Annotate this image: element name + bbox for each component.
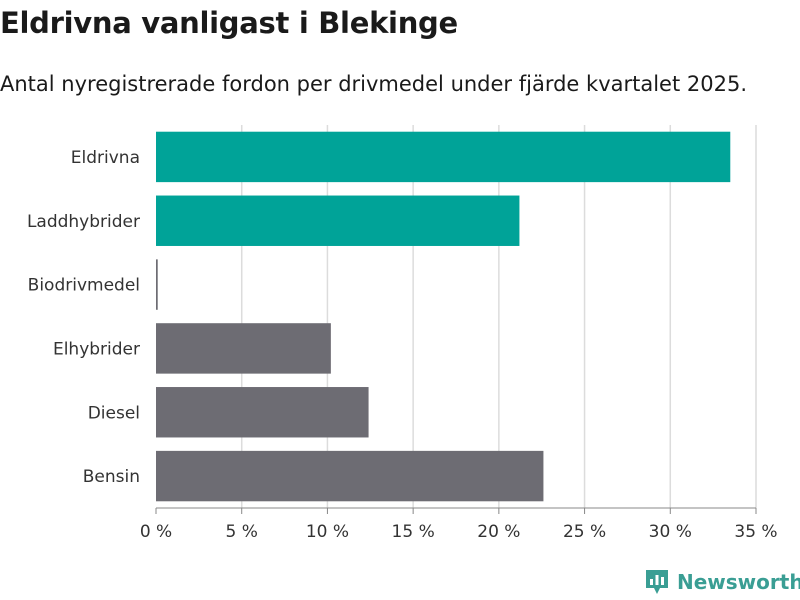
bar-eldrivna (156, 131, 731, 183)
x-tick-label: 30 % (649, 522, 692, 542)
brand-name: Newsworthy (677, 570, 800, 594)
x-tick-label: 35 % (734, 522, 777, 542)
category-label: Laddhybrider (27, 212, 140, 232)
bar-bensin (156, 450, 544, 502)
category-label: Bensin (83, 467, 140, 487)
bar-laddhybrider (156, 195, 520, 246)
x-tick-label: 15 % (392, 522, 435, 542)
chart-subtitle: Antal nyregistrerade fordon per drivmede… (0, 72, 748, 96)
category-label: Elhybrider (53, 339, 140, 359)
chart-title: Eldrivna vanligast i Blekinge (0, 6, 458, 40)
category-label: Biodrivmedel (28, 276, 140, 296)
bar-diesel (156, 387, 369, 438)
newsworthy-logo-icon (646, 570, 668, 594)
x-tick-label: 20 % (477, 522, 520, 542)
category-label: Eldrivna (71, 148, 140, 168)
category-label: Diesel (88, 403, 140, 423)
x-tick-label: 25 % (563, 522, 606, 542)
x-tick-label: 0 % (140, 522, 172, 542)
x-tick-label: 5 % (226, 522, 258, 542)
x-tick-label: 10 % (306, 522, 349, 542)
bar-elhybrider (156, 323, 331, 374)
newsworthy-logo: Newsworthy (644, 568, 800, 596)
bar-biodrivmedel (156, 259, 158, 310)
